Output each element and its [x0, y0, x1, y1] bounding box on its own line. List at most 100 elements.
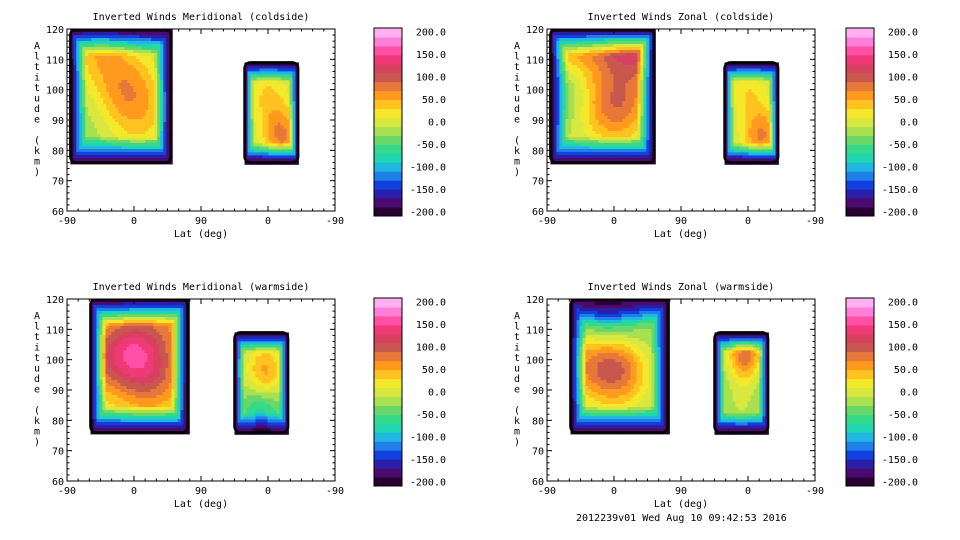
colorbar-swatch: [374, 432, 402, 442]
y-tick-label: 80: [532, 146, 544, 157]
colorbar-tick-label: 50.0: [422, 365, 446, 376]
contour-field: [69, 29, 300, 165]
colorbar-tick-label: -200.0: [882, 478, 918, 489]
colorbar-tick-label: 200.0: [416, 28, 446, 39]
contour-field: [549, 29, 780, 165]
x-tick-label: -90: [326, 216, 344, 227]
x-tick-label: 90: [195, 486, 207, 497]
colorbar-swatch: [846, 369, 874, 380]
panel-zonal-coldside: Inverted Winds Zonal (coldside) 60 70 80 90 1…: [514, 12, 918, 240]
y-tick-label: 100: [46, 356, 64, 367]
y-tick-label: 100: [46, 86, 64, 97]
x-tick-label: -90: [326, 486, 344, 497]
colorbar-swatch: [846, 117, 874, 127]
colorbar-swatch: [846, 198, 874, 208]
x-tick-label: 0: [745, 216, 751, 227]
region-outline: [69, 29, 173, 164]
colorbar-swatch: [846, 459, 874, 469]
colorbar-swatch: [374, 90, 402, 101]
colorbar-swatch: [846, 28, 874, 38]
colorbar-tick-label: 150.0: [416, 320, 446, 331]
colorbar-tick-label: -50.0: [416, 140, 446, 151]
region-outline: [569, 299, 669, 434]
x-tick-label: -90: [538, 216, 556, 227]
colorbar-swatch: [374, 81, 402, 92]
colorbar-swatch: [374, 144, 402, 154]
x-tick-label: -90: [806, 486, 824, 497]
colorbar-tick-label: -50.0: [416, 410, 446, 421]
colorbar-swatch: [374, 360, 402, 371]
colorbar-swatch: [846, 396, 874, 406]
colorbar-tick-label: -100.0: [882, 433, 918, 444]
y-tick-label: 60: [52, 207, 64, 218]
colorbar-tick-label: -50.0: [888, 410, 918, 421]
panel-title: Inverted Winds Meridional (warmside): [93, 282, 310, 293]
y-tick-label: 70: [52, 177, 64, 188]
x-tick-label: 0: [745, 486, 751, 497]
colorbar-swatch: [374, 180, 402, 190]
colorbar-swatch: [846, 432, 874, 442]
contour-field: [89, 299, 290, 435]
y-tick-label: 60: [532, 207, 544, 218]
colorbar-swatch: [846, 387, 874, 397]
y-tick-label: 120: [46, 295, 64, 306]
colorbar-swatch: [374, 477, 402, 487]
colorbar-tick-label: -100.0: [882, 163, 918, 174]
x-tick-label: 0: [131, 216, 137, 227]
x-axis-label: Lat (deg): [174, 229, 228, 240]
colorbar-tick-label: 0.0: [900, 118, 918, 129]
colorbar-tick-label: 50.0: [894, 95, 918, 106]
colorbar-swatch: [846, 81, 874, 92]
y-tick-label: 100: [526, 86, 544, 97]
colorbar-tick-label: 50.0: [422, 95, 446, 106]
colorbar-tick-label: -100.0: [410, 433, 446, 444]
colorbar-swatch: [374, 423, 402, 433]
colorbar-swatch: [846, 450, 874, 460]
colorbar-swatch: [374, 72, 402, 83]
colorbar-swatch: [846, 90, 874, 101]
colorbar-swatch: [374, 298, 402, 308]
colorbar-tick-label: 0.0: [900, 388, 918, 399]
colorbar-swatch: [374, 351, 402, 362]
y-tick-label: 90: [532, 386, 544, 397]
x-tick-label: -90: [806, 216, 824, 227]
colorbar-swatch: [374, 207, 402, 217]
footer-timestamp: 2012239v01 Wed Aug 10 09:42:53 2016: [576, 513, 787, 524]
x-tick-label: 0: [265, 486, 271, 497]
x-tick-label: 0: [131, 486, 137, 497]
colorbar-tick-label: 150.0: [888, 50, 918, 61]
colorbar-swatch: [374, 99, 402, 110]
colorbar-tick-label: -200.0: [410, 208, 446, 219]
colorbar-swatch: [846, 298, 874, 308]
colorbar-swatch: [374, 324, 402, 335]
panel-zonal-warmside: Inverted Winds Zonal (warmside) 60 70 80 90 1…: [514, 282, 918, 510]
colorbar-swatch: [374, 153, 402, 163]
y-tick-label: 100: [526, 356, 544, 367]
colorbar-swatch: [846, 126, 874, 136]
y-tick-label: 90: [52, 116, 64, 127]
colorbar-swatch: [846, 477, 874, 487]
colorbar-swatch: [846, 54, 874, 65]
colorbar-swatch: [846, 99, 874, 110]
colorbar-swatch: [374, 189, 402, 199]
colorbar-swatch: [846, 153, 874, 163]
colorbar-swatch: [374, 117, 402, 127]
y-tick-label: 90: [532, 116, 544, 127]
panel-title: Inverted Winds Zonal (coldside): [588, 12, 775, 23]
x-tick-label: 0: [265, 216, 271, 227]
y-tick-label: 110: [46, 55, 64, 66]
x-tick-label: -90: [538, 486, 556, 497]
colorbar-swatch: [846, 324, 874, 335]
data-region-0: [549, 29, 656, 165]
colorbar-tick-label: 200.0: [888, 28, 918, 39]
colorbar-swatch: [846, 162, 874, 172]
colorbar-swatch: [374, 378, 402, 389]
colorbar-swatch: [846, 180, 874, 190]
y-tick-label: 70: [532, 177, 544, 188]
colorbar-swatch: [374, 450, 402, 460]
x-axis-label: Lat (deg): [654, 499, 708, 510]
data-region-1: [243, 61, 300, 165]
colorbar-swatch: [846, 108, 874, 119]
